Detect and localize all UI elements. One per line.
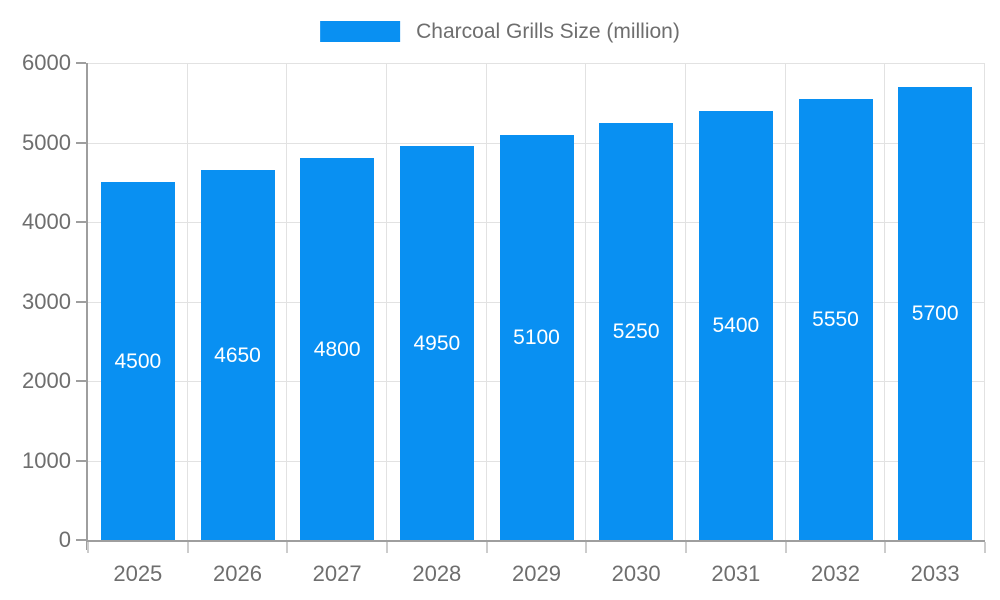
bar-value-label: 5100 <box>513 325 560 349</box>
x-gridline <box>186 63 188 540</box>
bar[interactable]: 4500 <box>100 182 175 540</box>
x-axis-tick <box>485 542 488 553</box>
bar[interactable]: 4800 <box>300 158 375 540</box>
bar-value-label: 5250 <box>612 319 660 343</box>
y-axis-tick <box>76 539 86 541</box>
y-axis-label: 3000 <box>22 288 71 314</box>
x-axis-tick <box>685 542 687 553</box>
bar[interactable]: 4650 <box>200 170 275 540</box>
bar-value-label: 5700 <box>911 301 959 325</box>
y-axis-tick <box>76 221 86 223</box>
x-axis-tick <box>585 542 588 553</box>
y-axis-line <box>86 63 88 550</box>
x-gridline <box>784 63 786 540</box>
bar[interactable]: 5250 <box>599 122 674 540</box>
y-axis-label: 0 <box>58 527 71 552</box>
y-axis-tick <box>76 62 86 64</box>
x-axis-tick <box>784 542 787 553</box>
x-gridline <box>685 63 686 540</box>
y-gridline <box>88 63 985 64</box>
x-axis-label: 2028 <box>412 561 462 586</box>
legend-swatch[interactable] <box>320 21 401 42</box>
bar-value-label: 4800 <box>313 337 361 361</box>
x-axis-label: 2032 <box>811 561 860 586</box>
bar[interactable]: 5550 <box>798 98 873 540</box>
x-axis-label: 2026 <box>213 561 262 586</box>
x-axis-label: 2033 <box>910 561 960 586</box>
bar-value-label: 4950 <box>413 331 461 355</box>
y-axis-label: 5000 <box>22 129 71 155</box>
x-axis-tick <box>884 542 887 553</box>
x-axis-label: 2027 <box>312 561 362 586</box>
bar-value-label: 4650 <box>214 343 261 367</box>
x-gridline <box>884 63 886 540</box>
x-gridline <box>585 63 587 540</box>
x-axis-line <box>86 540 985 542</box>
x-axis-label: 2029 <box>512 561 561 586</box>
y-axis-tick <box>76 380 86 382</box>
y-axis-tick <box>76 141 86 144</box>
x-axis-tick <box>87 542 89 553</box>
legend-label: Charcoal Grills Size (million) <box>416 20 680 43</box>
x-axis-label: 2030 <box>611 561 661 586</box>
bar-value-label: 5400 <box>712 313 760 337</box>
y-axis-tick <box>76 300 86 303</box>
x-gridline <box>485 63 487 540</box>
x-gridline <box>286 63 288 540</box>
plot-area: 0 1000 2000 3000 4000 5000 6000 4500 2025 4650 202… <box>22 52 986 585</box>
legend-item[interactable]: Charcoal Grills Size (million) <box>320 21 680 42</box>
bar[interactable]: 4950 <box>399 146 474 540</box>
bar[interactable]: 5700 <box>898 86 973 540</box>
x-axis-tick <box>286 542 289 553</box>
y-axis-label: 6000 <box>22 50 71 75</box>
y-axis-label: 4000 <box>22 209 71 234</box>
y-axis-label: 2000 <box>22 368 71 393</box>
x-axis-tick <box>984 542 986 553</box>
bar[interactable]: 5100 <box>499 134 574 540</box>
x-gridline <box>984 63 985 540</box>
x-axis-label: 2025 <box>113 561 163 586</box>
bar-value-label: 4500 <box>114 349 162 373</box>
x-axis-label: 2031 <box>711 561 761 586</box>
bar[interactable]: 5400 <box>698 110 773 540</box>
bar-value-label: 5550 <box>812 307 859 331</box>
x-axis-tick <box>186 542 189 553</box>
y-axis-label: 1000 <box>22 447 71 473</box>
x-gridline <box>386 63 387 540</box>
y-axis-tick <box>76 459 86 462</box>
x-axis-tick <box>386 542 388 553</box>
